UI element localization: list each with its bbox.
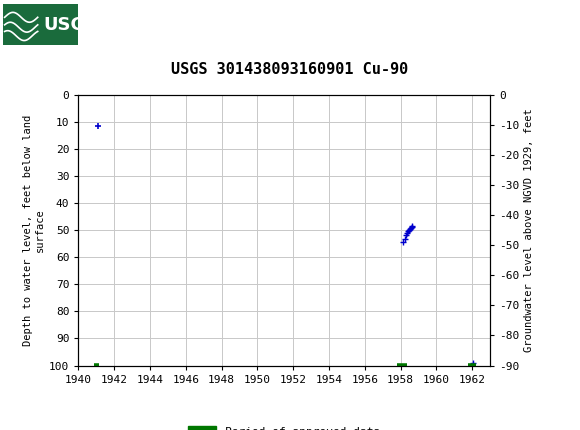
- Bar: [3, 4, 78, 46]
- Text: USGS 301438093160901 Cu-90: USGS 301438093160901 Cu-90: [171, 62, 409, 77]
- Y-axis label: Groundwater level above NGVD 1929, feet: Groundwater level above NGVD 1929, feet: [524, 108, 534, 352]
- Text: USGS: USGS: [44, 16, 99, 34]
- Legend: Period of approved data: Period of approved data: [184, 421, 385, 430]
- Bar: [3, 4, 78, 46]
- Y-axis label: Depth to water level, feet below land
surface: Depth to water level, feet below land su…: [23, 114, 45, 346]
